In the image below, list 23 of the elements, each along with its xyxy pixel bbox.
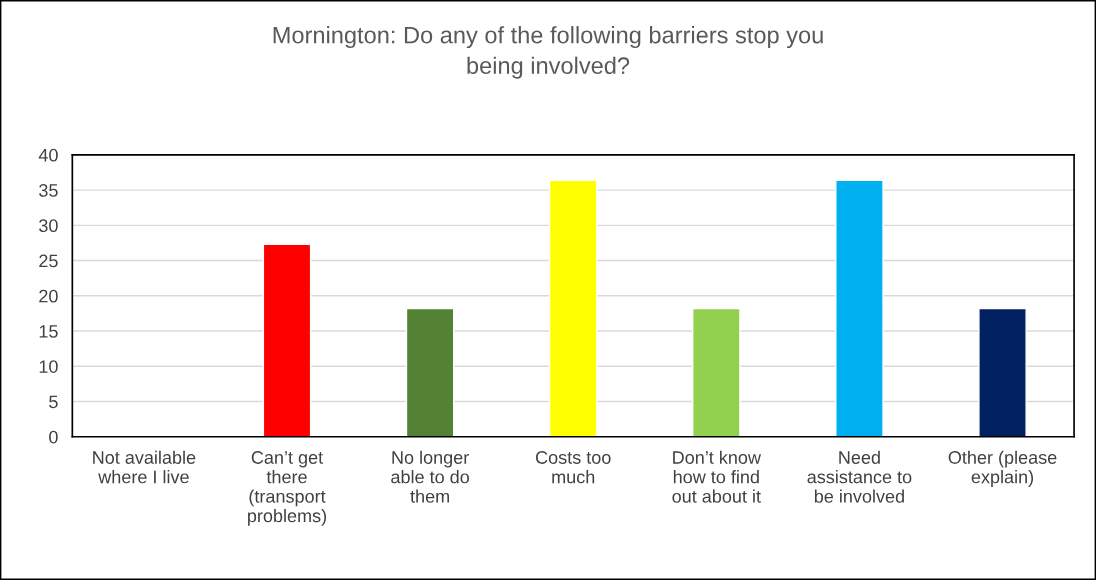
- chart-title: Mornington: Do any of the following barriers stop you being involved?: [273, 26, 823, 79]
- x-tick-label: Costs too much: [535, 451, 611, 484]
- y-tick-label: 35: [39, 184, 58, 197]
- y-tick-label: 40: [38, 148, 58, 162]
- bar: [692, 307, 741, 437]
- y-tick-label: 20: [39, 289, 58, 303]
- bar: [405, 307, 455, 437]
- x-tick-label: Other (please explain): [948, 450, 1057, 487]
- bar: [262, 243, 312, 437]
- x-tick-label: Can’t get there (transport problems): [248, 451, 327, 526]
- y-tick-label: 30: [39, 219, 58, 233]
- bar: [835, 179, 884, 437]
- y-tick-label: 25: [39, 254, 58, 268]
- x-tick-label: No longer able to do them: [391, 450, 469, 503]
- bar: [978, 307, 1027, 437]
- bar: [548, 179, 598, 437]
- y-tick-label: 5: [49, 395, 58, 409]
- y-tick-label: 15: [39, 325, 58, 338]
- y-tick-label: 10: [39, 360, 58, 373]
- x-tick-label: Need assistance to be involved: [807, 450, 912, 503]
- x-tick-label: Not available where I live: [93, 450, 196, 484]
- x-tick-label: Don’t know how to find out about it: [672, 450, 762, 503]
- y-tick-label: 0: [49, 430, 58, 444]
